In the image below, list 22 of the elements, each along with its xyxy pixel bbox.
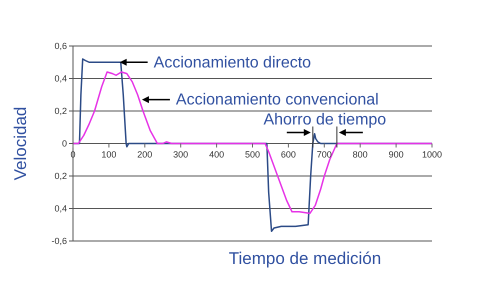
y-tick-label: 0,2 <box>54 106 67 116</box>
x-axis-title: Tiempo de medición <box>228 249 382 268</box>
annotation: Ahorro de tiempo <box>263 112 386 128</box>
x-tick-label: 800 <box>352 150 368 160</box>
x-tick-label: 600 <box>280 150 296 160</box>
x-tick-label: 1000 <box>422 150 442 160</box>
y-axis-title: Velocidad <box>11 106 30 180</box>
x-tick-label: 100 <box>101 150 116 160</box>
y-tick-label: 0 <box>62 138 67 149</box>
x-tick-label: 700 <box>316 150 332 160</box>
annotation: Accionamiento directo <box>154 54 312 72</box>
x-tick-label: 400 <box>209 150 224 160</box>
y-tick-label: 0,2 <box>54 171 67 182</box>
x-tick-label: 200 <box>137 150 152 160</box>
y-tick-label: -0,6 <box>51 236 67 246</box>
x-tick-label: 900 <box>388 150 404 160</box>
annotation: Accionamiento convencional <box>176 92 379 109</box>
y-tick-label: 0,6 <box>54 41 67 52</box>
x-tick-label: 300 <box>173 150 188 160</box>
x-tick-label: 500 <box>244 150 260 160</box>
y-tick-label: 0,4 <box>54 74 67 84</box>
y-tick-label: 0,4 <box>54 204 67 214</box>
